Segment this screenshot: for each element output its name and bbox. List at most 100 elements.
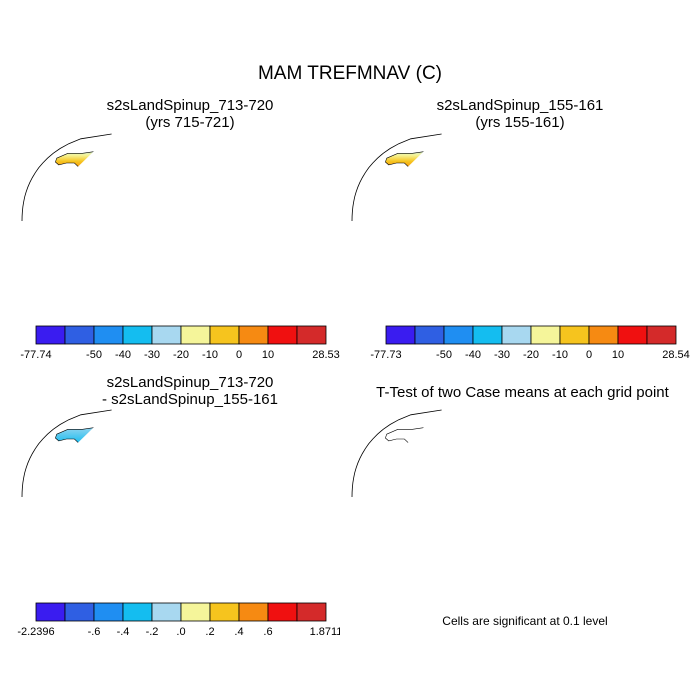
significant-cell [350,572,353,574]
significant-cell [569,437,572,439]
significant-cell [529,443,532,445]
significant-cell [457,495,460,497]
colorbar-3-swatch [35,602,66,622]
anomaly-cell [20,499,23,502]
significant-cell [350,572,353,574]
anomaly-cell [206,485,209,488]
significant-cell [350,510,353,512]
significant-cell [350,570,353,572]
significant-cell [449,496,452,498]
significant-cell [449,494,452,496]
anomaly-cell [20,512,23,515]
colorbar-2-swatch [530,325,561,345]
significant-cell [441,455,442,458]
continent-southAmerica [115,485,138,492]
anomaly-cell [20,519,23,522]
significant-cell [350,569,353,571]
significant-cell [582,474,585,476]
continent-uk [510,165,516,173]
significant-cell [602,496,605,498]
anomaly-cell [20,501,23,504]
anomaly-cell [20,514,23,517]
anomaly-cell [20,517,23,520]
significant-cell [350,513,353,515]
significant-cell [350,575,353,577]
significant-cell [350,522,353,524]
anomaly-cell [20,499,23,502]
map-land-layer [20,424,295,527]
significant-cell [350,569,353,571]
colorbar-3-swatch [296,602,327,622]
significant-cell [526,496,529,498]
significant-cell [613,497,616,499]
significant-cell [590,471,593,473]
anomaly-cell [193,489,196,492]
significant-cell [350,508,353,510]
continent-sumatra [601,492,604,494]
significant-cell [455,494,458,496]
significant-cell [350,569,353,571]
significant-cell [350,568,353,570]
anomaly-cell [228,441,231,444]
significant-cell [350,570,353,572]
significant-cell [350,573,353,575]
significant-cell [350,501,353,503]
anomaly-cell [20,507,23,510]
significant-cell [350,500,353,502]
significant-cell [350,578,353,580]
significant-cell [350,577,353,579]
significant-cell [552,445,555,447]
anomaly-cell [20,501,23,504]
significant-cell [350,501,353,503]
anomaly-cell [292,446,295,449]
significant-cell [350,568,353,570]
significant-cell [350,517,353,519]
anomaly-cell [20,513,23,516]
colorbar-2-tick-label: 28.54 [662,349,690,361]
significant-cell [528,442,531,444]
significant-cell [524,495,527,497]
significant-cell [350,502,353,504]
colorbar-1-swatch [122,325,153,345]
significant-cell [350,578,353,580]
anomaly-cell [216,486,219,489]
colorbar-3-tick-label: -.2 [146,626,159,638]
anomaly-cell [204,483,207,486]
significant-cell [350,504,353,506]
anomaly-cell [20,524,23,527]
significant-cell [350,575,353,577]
anomaly-cell [20,511,23,514]
significant-cell [589,469,592,471]
significance-note: Cells are significant at 0.1 level [442,614,608,628]
anomaly-cell [101,457,105,460]
anomaly-cell [112,443,115,446]
significant-cell [350,504,353,506]
significant-cell [591,474,594,476]
colorbar-2-swatch [501,325,532,345]
anomaly-cell [20,515,23,518]
significant-cell [350,567,353,569]
anomaly-cell [20,511,23,514]
significant-cell [350,577,353,579]
colorbar-1-swatch [296,325,327,345]
anomaly-cell [141,436,144,439]
colorbar-2-tick-label: 0 [586,349,592,361]
colorbar-3-tick-label: -.4 [117,626,130,638]
significant-cell [350,568,353,570]
significant-cell [350,571,353,573]
significant-cell [350,570,353,572]
significant-cell [350,567,353,569]
colorbar-1-swatch [93,325,124,345]
significant-cell [578,466,581,468]
colorbar-3-tick-label: -2.2396 [17,626,54,638]
anomaly-cell [152,438,155,441]
anomaly-cell [203,487,206,490]
significant-cell [442,458,445,460]
significant-cell [350,567,353,569]
significant-cell [350,508,353,510]
significant-cell [350,567,353,569]
significant-cell [435,450,438,453]
colorbar-2-tick-label: 10 [612,349,624,361]
significant-cell [524,444,527,446]
colorbar-1-swatch [209,325,240,345]
